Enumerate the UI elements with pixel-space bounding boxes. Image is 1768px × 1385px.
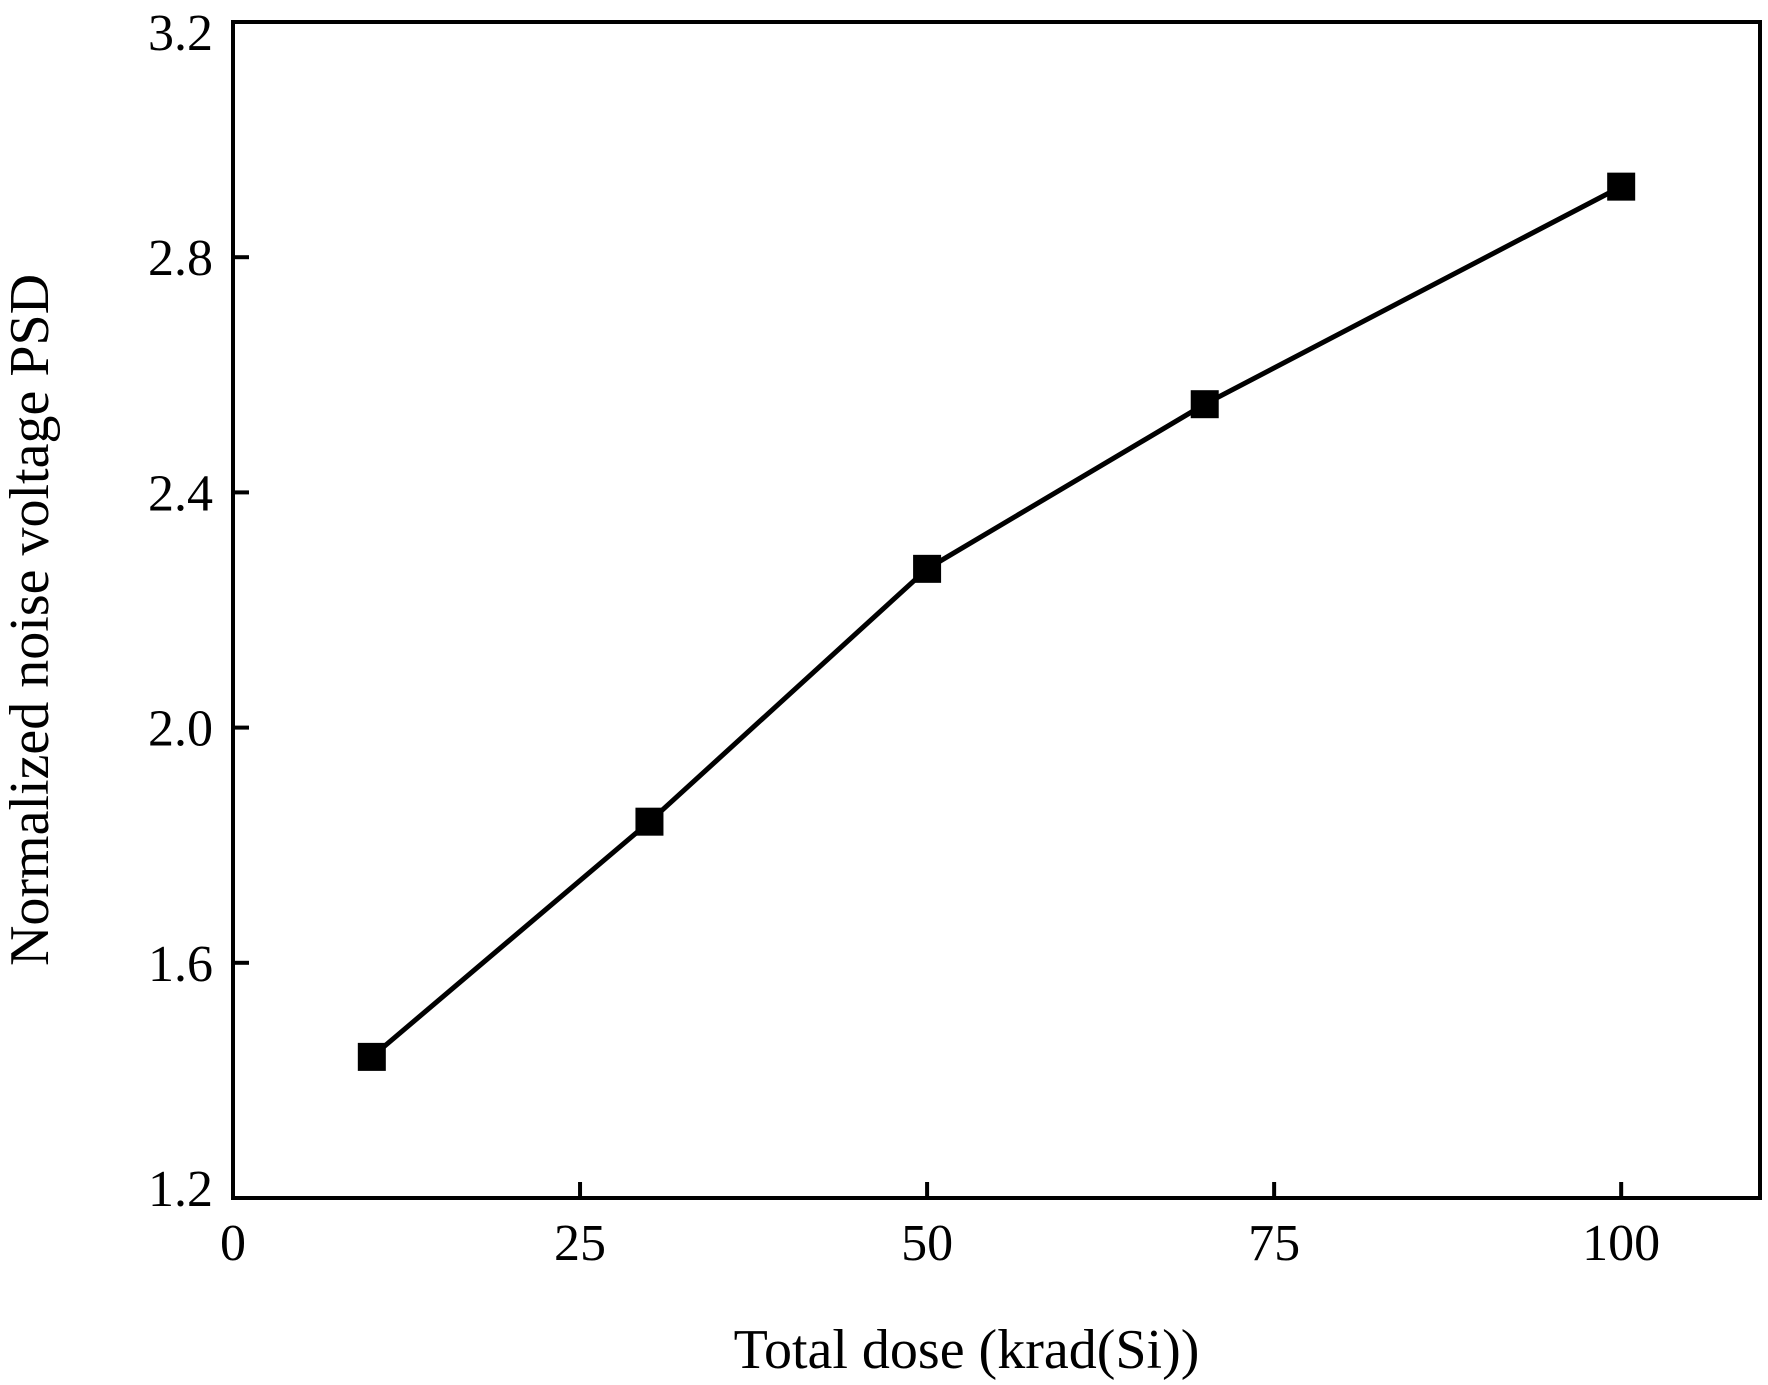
x-tick-label: 25 bbox=[554, 1215, 606, 1272]
plot-frame bbox=[231, 20, 1762, 1200]
y-tick-label: 2.0 bbox=[148, 701, 213, 758]
series-line bbox=[370, 184, 1623, 1059]
data-point-marker bbox=[635, 807, 664, 836]
data-point-marker bbox=[1607, 172, 1636, 201]
x-tick-label: 0 bbox=[220, 1215, 246, 1272]
y-tick-label: 1.6 bbox=[148, 936, 213, 993]
data-point-marker bbox=[357, 1042, 386, 1071]
x-tick-label: 50 bbox=[901, 1215, 953, 1272]
y-tick-label: 1.2 bbox=[148, 1161, 213, 1218]
y-tick-label: 3.2 bbox=[148, 5, 213, 62]
labels-layer: Total dose (krad(Si)) Normalized noise v… bbox=[0, 274, 1199, 1381]
x-tick-label: 75 bbox=[1248, 1215, 1300, 1272]
y-axis-label: Normalized noise voltage PSD bbox=[0, 274, 61, 966]
series-layer bbox=[357, 172, 1636, 1071]
data-point-marker bbox=[913, 554, 942, 583]
x-tick-label: 100 bbox=[1582, 1215, 1660, 1272]
y-tick-label: 2.4 bbox=[148, 465, 213, 522]
y-tick-label: 2.8 bbox=[148, 230, 213, 287]
data-point-marker bbox=[1190, 390, 1219, 419]
x-axis-label: Total dose (krad(Si)) bbox=[734, 1319, 1200, 1381]
ticks-layer: 0 25 50 75 100 1.2 1.6 2.0 2.4 2.8 3.2 bbox=[148, 5, 1660, 1272]
